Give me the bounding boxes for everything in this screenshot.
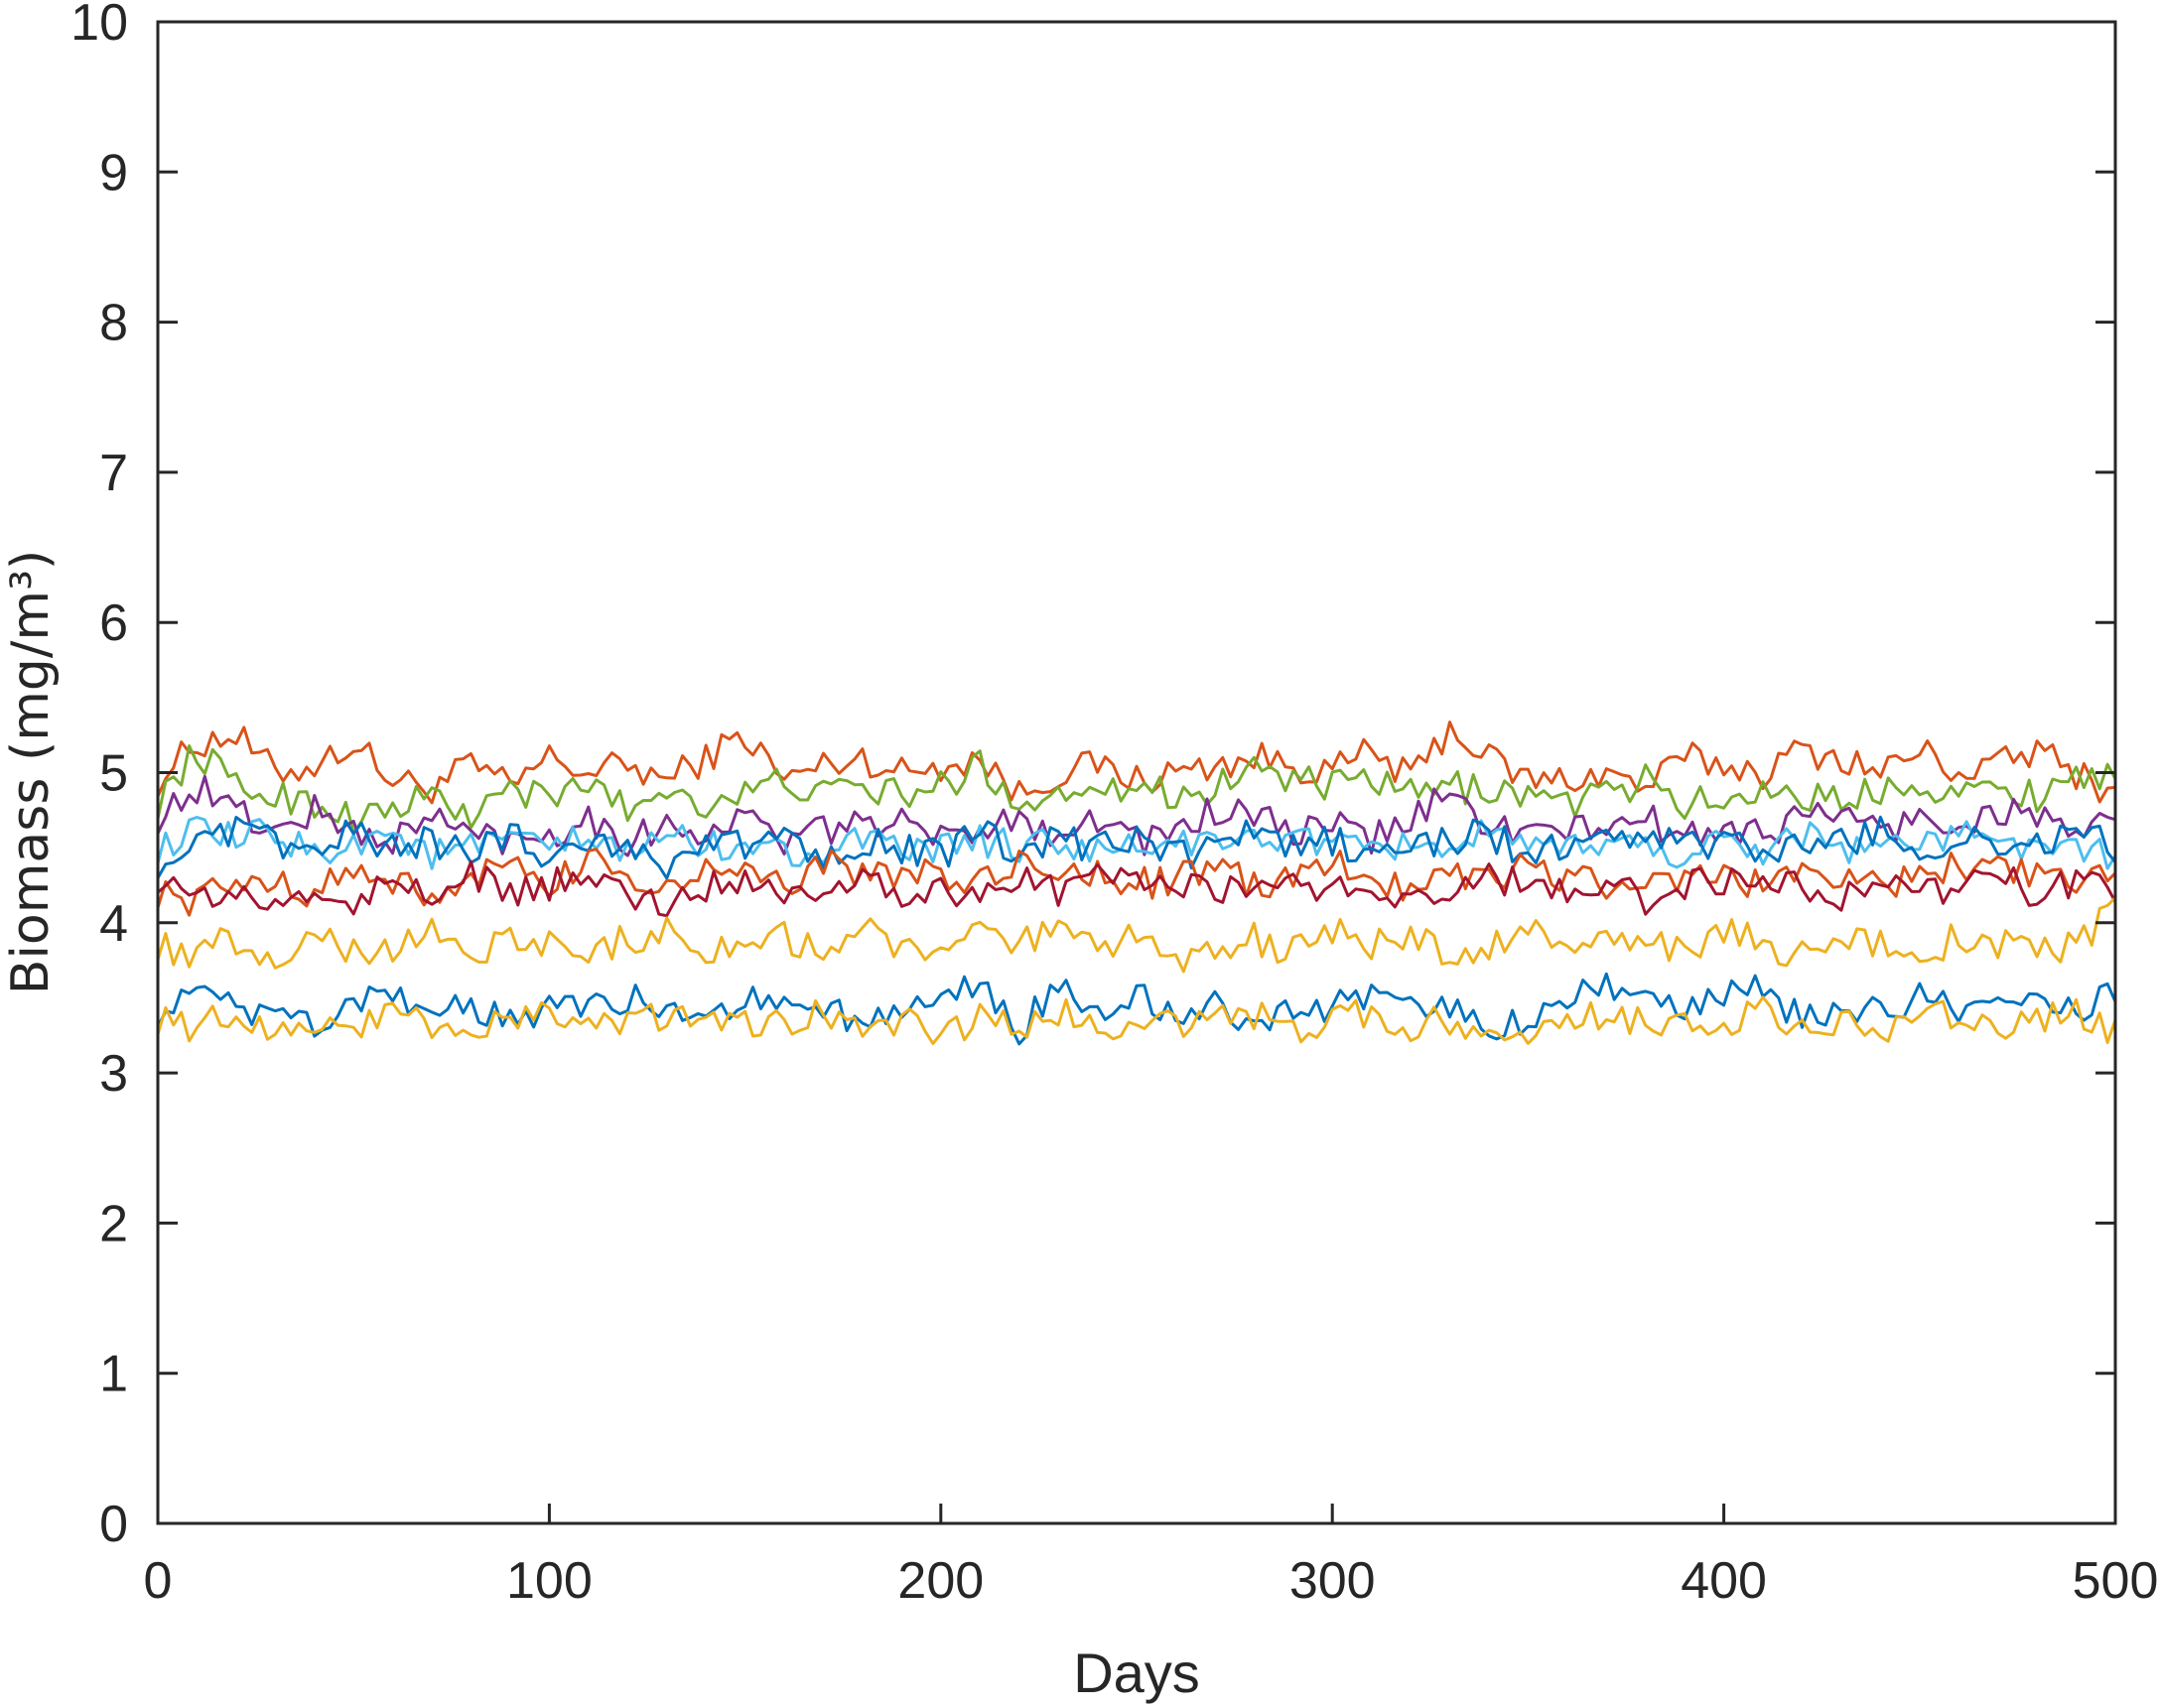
y-tick-label: 5 <box>99 745 128 803</box>
x-tick-label: 100 <box>506 1552 593 1610</box>
x-tick-label: 400 <box>1681 1552 1767 1610</box>
series-line-5 <box>156 815 2117 880</box>
series-line-9 <box>156 972 2117 1046</box>
series-line-1 <box>156 721 2116 805</box>
y-tick-label: 4 <box>99 895 128 953</box>
y-tick-label: 7 <box>99 445 128 502</box>
series-line-8 <box>156 896 2117 974</box>
x-tick-label: 200 <box>897 1552 984 1610</box>
series-line-10 <box>156 995 2117 1045</box>
y-tick-label: 8 <box>99 295 128 352</box>
y-tick-label: 10 <box>70 0 128 52</box>
y-tick-label: 1 <box>99 1346 128 1403</box>
y-tick-label: 2 <box>99 1195 128 1252</box>
x-axis-label: Days <box>1073 1642 1200 1704</box>
y-tick-label: 6 <box>99 594 128 652</box>
y-axis-label: Biomass (mg/m³) <box>1 550 61 994</box>
y-tick-label: 0 <box>99 1496 128 1553</box>
series-layer <box>156 721 2117 1046</box>
axis-ticks: 0 100 200 300 400 500 0 1 2 3 4 5 6 7 8 9 10 <box>70 0 2158 1610</box>
x-tick-label: 300 <box>1289 1552 1376 1610</box>
y-tick-label: 3 <box>99 1045 128 1103</box>
series-line-6 <box>156 848 2117 917</box>
series-line-7 <box>157 859 2117 918</box>
y-tick-label: 9 <box>99 144 128 201</box>
series-line-2 <box>156 744 2117 835</box>
x-tick-label: 500 <box>2073 1552 2159 1610</box>
x-tick-label: 0 <box>144 1552 173 1610</box>
